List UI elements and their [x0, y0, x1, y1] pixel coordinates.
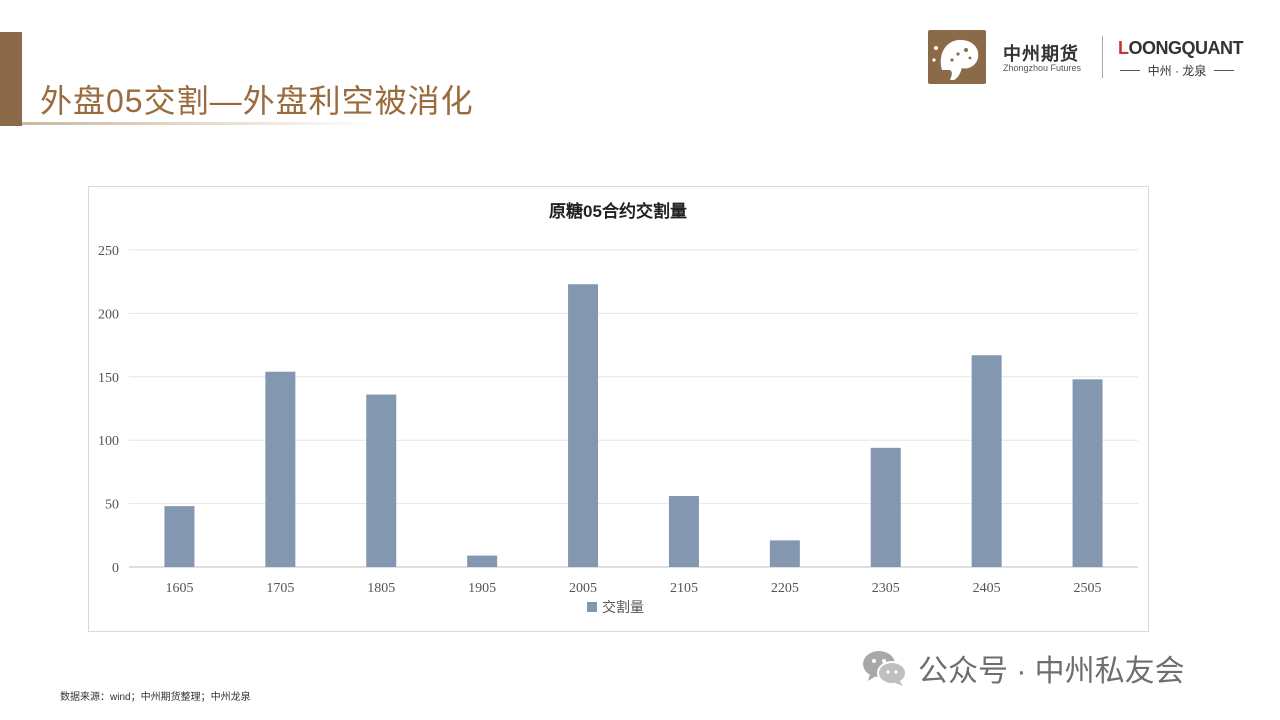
y-tick-label: 50: [105, 498, 119, 513]
bar: [568, 284, 599, 567]
bar: [366, 394, 397, 567]
x-tick-label: 1905: [468, 581, 496, 596]
company-name: 中州期货: [1003, 44, 1079, 64]
bar: [164, 506, 195, 567]
x-tick-label: 2305: [872, 581, 900, 596]
chart-title: 原糖05合约交割量: [549, 201, 687, 221]
y-tick-label: 0: [112, 561, 119, 576]
x-tick-label: 1805: [367, 581, 395, 596]
company-name-en: Zhongzhou Futures: [1003, 63, 1082, 73]
brand-rest: OONGQUANT: [1128, 38, 1244, 58]
bar: [467, 555, 498, 567]
x-tick-label: 2005: [569, 581, 597, 596]
bar-chart: 原糖05合约交割量 0 50 100 150 200 250 1605 1705 1805 1905…: [98, 201, 1138, 616]
legend-swatch: [587, 602, 597, 612]
title-accent-bar: [0, 32, 22, 126]
leopard-logo-icon: [928, 30, 986, 84]
y-tick-label: 250: [98, 244, 119, 259]
brand-lead-letter: L: [1118, 38, 1129, 58]
x-tick-label: 1605: [165, 581, 193, 596]
loongquant-sub: 中州 · 龙泉: [1118, 62, 1236, 79]
loongquant-logo: LOONGQUANT: [1118, 38, 1243, 59]
chart-container: 原糖05合约交割量 0 50 100 150 200 250 1605 1705 1805 1905…: [88, 186, 1149, 632]
x-tick-label: 2405: [973, 581, 1001, 596]
bar: [769, 540, 800, 567]
bar: [971, 355, 1002, 567]
y-tick-label: 100: [98, 434, 119, 449]
bar: [265, 371, 296, 567]
y-tick-label: 200: [98, 307, 119, 322]
title-underline: [22, 122, 377, 125]
y-tick-label: 150: [98, 371, 119, 386]
x-tick-label: 2205: [771, 581, 799, 596]
x-tick-label: 2105: [670, 581, 698, 596]
x-tick-label: 2505: [1074, 581, 1102, 596]
bar: [870, 447, 901, 567]
bar: [1072, 379, 1103, 567]
watermark-text: 公众号 · 中州私友会: [918, 655, 1185, 688]
bar: [668, 495, 699, 567]
data-source-note: 数据来源：wind；中州期货整理；中州龙泉: [60, 692, 251, 703]
logo-divider: [1102, 36, 1103, 78]
legend-label: 交割量: [602, 599, 644, 616]
wechat-icon: [863, 651, 907, 686]
watermark: 公众号 · 中州私友会: [862, 646, 1185, 690]
page-title: 外盘05交割—外盘利空被消化: [40, 83, 474, 119]
x-tick-label: 1705: [266, 581, 294, 596]
